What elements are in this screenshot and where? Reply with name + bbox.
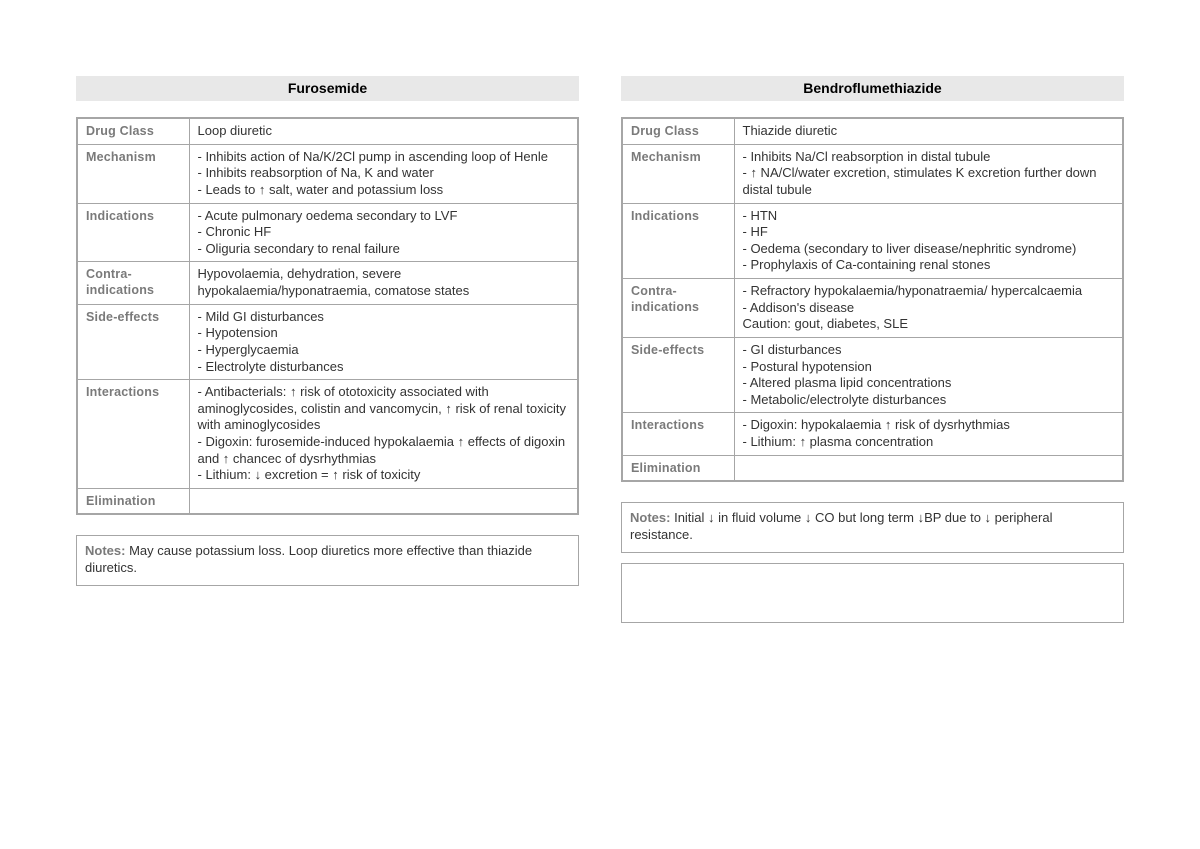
row-value-mechanism: - Inhibits action of Na/K/2Cl pump in as… (189, 144, 578, 203)
table-row: Mechanism - Inhibits action of Na/K/2Cl … (77, 144, 578, 203)
table-row: Elimination (77, 488, 578, 514)
row-label-interactions: Interactions (77, 380, 189, 489)
notes-text: Initial ↓ in fluid volume ↓ CO but long … (630, 510, 1052, 543)
row-label-mechanism: Mechanism (622, 144, 734, 203)
row-label-interactions: Interactions (622, 413, 734, 455)
row-label-mechanism: Mechanism (77, 144, 189, 203)
row-value-indications: - Acute pulmonary oedema secondary to LV… (189, 203, 578, 262)
row-value-interactions: - Antibacterials: ↑ risk of ototoxicity … (189, 380, 578, 489)
table-row: Indications - Acute pulmonary oedema sec… (77, 203, 578, 262)
empty-box (621, 563, 1124, 623)
card-title: Furosemide (76, 76, 579, 101)
drug-table: Drug Class Loop diuretic Mechanism - Inh… (76, 117, 579, 515)
table-row: Side-effects - GI disturbances - Postura… (622, 337, 1123, 413)
row-value-side-effects: - Mild GI disturbances - Hypotension - H… (189, 304, 578, 380)
row-label-indications: Indications (622, 203, 734, 279)
table-row: Interactions - Digoxin: hypokalaemia ↑ r… (622, 413, 1123, 455)
card-title: Bendroflumethiazide (621, 76, 1124, 101)
row-value-drug-class: Loop diuretic (189, 118, 578, 144)
row-label-drug-class: Drug Class (622, 118, 734, 144)
row-label-elimination: Elimination (622, 455, 734, 481)
notes-label: Notes: (630, 510, 670, 525)
row-value-contraindications: Hypovolaemia, dehydration, severe hypoka… (189, 262, 578, 304)
row-value-interactions: - Digoxin: hypokalaemia ↑ risk of dysrhy… (734, 413, 1123, 455)
row-label-contraindications: Contra-indications (77, 262, 189, 304)
row-value-mechanism: - Inhibits Na/Cl reabsorption in distal … (734, 144, 1123, 203)
table-row: Drug Class Thiazide diuretic (622, 118, 1123, 144)
row-value-drug-class: Thiazide diuretic (734, 118, 1123, 144)
table-row: Side-effects - Mild GI disturbances - Hy… (77, 304, 578, 380)
row-value-elimination (189, 488, 578, 514)
table-row: Drug Class Loop diuretic (77, 118, 578, 144)
row-value-contraindications: - Refractory hypokalaemia/hyponatraemia/… (734, 279, 1123, 338)
table-row: Mechanism - Inhibits Na/Cl reabsorption … (622, 144, 1123, 203)
row-value-indications: - HTN - HF - Oedema (secondary to liver … (734, 203, 1123, 279)
table-row: Indications - HTN - HF - Oedema (seconda… (622, 203, 1123, 279)
row-label-side-effects: Side-effects (622, 337, 734, 413)
table-row: Interactions - Antibacterials: ↑ risk of… (77, 380, 578, 489)
drug-card-furosemide: Furosemide Drug Class Loop diuretic Mech… (76, 76, 579, 623)
spacer (76, 101, 579, 117)
row-value-elimination (734, 455, 1123, 481)
notes-text: May cause potassium loss. Loop diuretics… (85, 543, 532, 576)
notes-label: Notes: (85, 543, 125, 558)
drug-table: Drug Class Thiazide diuretic Mechanism -… (621, 117, 1124, 482)
table-row: Contra-indications - Refractory hypokala… (622, 279, 1123, 338)
row-label-contraindications: Contra-indications (622, 279, 734, 338)
notes-box: Notes: Initial ↓ in fluid volume ↓ CO bu… (621, 502, 1124, 553)
spacer (621, 101, 1124, 117)
page: Furosemide Drug Class Loop diuretic Mech… (0, 0, 1200, 663)
row-label-side-effects: Side-effects (77, 304, 189, 380)
notes-box: Notes: May cause potassium loss. Loop di… (76, 535, 579, 586)
row-value-side-effects: - GI disturbances - Postural hypotension… (734, 337, 1123, 413)
row-label-indications: Indications (77, 203, 189, 262)
drug-card-bendroflumethiazide: Bendroflumethiazide Drug Class Thiazide … (621, 76, 1124, 623)
table-row: Elimination (622, 455, 1123, 481)
row-label-elimination: Elimination (77, 488, 189, 514)
table-row: Contra-indications Hypovolaemia, dehydra… (77, 262, 578, 304)
row-label-drug-class: Drug Class (77, 118, 189, 144)
